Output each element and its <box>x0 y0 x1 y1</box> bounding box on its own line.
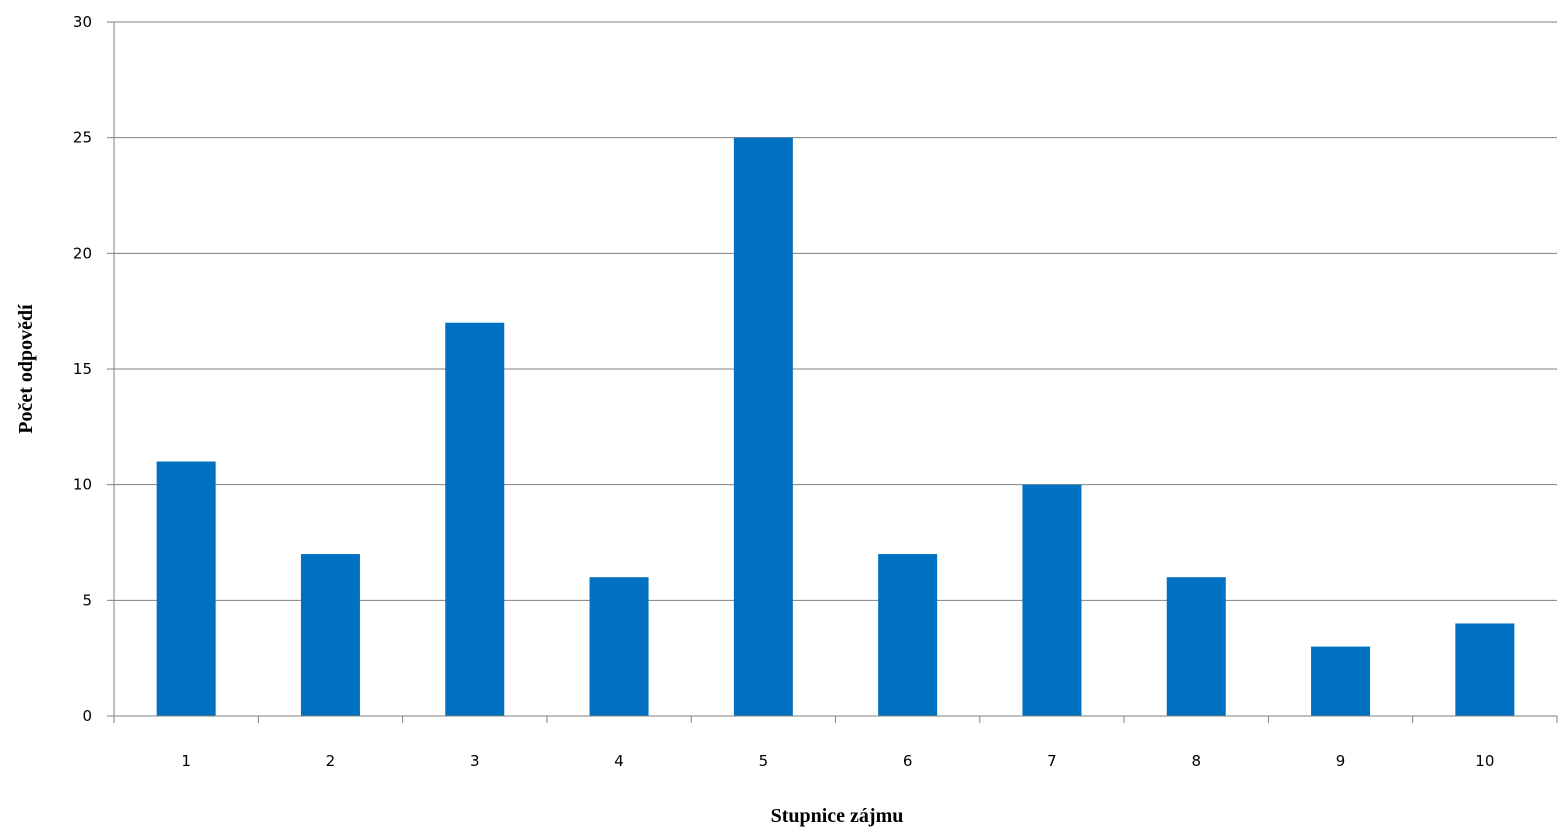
bar-1 <box>156 461 216 716</box>
x-tick-label: 7 <box>1047 752 1057 770</box>
x-tick-label: 1 <box>181 752 191 770</box>
bars <box>156 137 1515 716</box>
x-tick-label: 10 <box>1475 752 1494 770</box>
bar-10 <box>1455 623 1515 716</box>
x-tick-label: 8 <box>1191 752 1201 770</box>
bar-9 <box>1311 646 1371 716</box>
y-tick-label: 0 <box>82 707 92 725</box>
y-tick-label: 5 <box>82 591 92 609</box>
y-tick-labels: 0 5 10 15 20 25 30 <box>73 13 92 725</box>
bar-4 <box>589 577 649 716</box>
x-tick-label: 9 <box>1336 752 1346 770</box>
axes <box>107 21 1558 723</box>
x-axis-title: Stupnice zájmu <box>771 805 904 827</box>
y-tick-label: 10 <box>73 476 92 494</box>
x-tick-label: 3 <box>470 752 480 770</box>
y-tick-label: 25 <box>73 129 92 147</box>
y-tick-label: 20 <box>73 244 92 262</box>
bar-5 <box>733 137 793 716</box>
y-tick-label: 15 <box>73 360 92 378</box>
bar-8 <box>1166 577 1226 716</box>
x-tick-label: 4 <box>614 752 624 770</box>
y-axis-title: Počet odpovědí <box>15 304 37 434</box>
x-tick-label: 6 <box>903 752 913 770</box>
gridlines <box>114 21 1557 601</box>
bar-7 <box>1022 484 1082 716</box>
bar-3 <box>445 322 505 716</box>
bar-6 <box>878 554 938 716</box>
bar-2 <box>300 554 360 716</box>
x-tick-label: 5 <box>759 752 769 770</box>
x-tick-labels: 1 2 3 4 5 6 7 8 9 10 <box>181 752 1494 770</box>
y-tick-label: 30 <box>73 13 92 31</box>
x-tick-label: 2 <box>326 752 336 770</box>
